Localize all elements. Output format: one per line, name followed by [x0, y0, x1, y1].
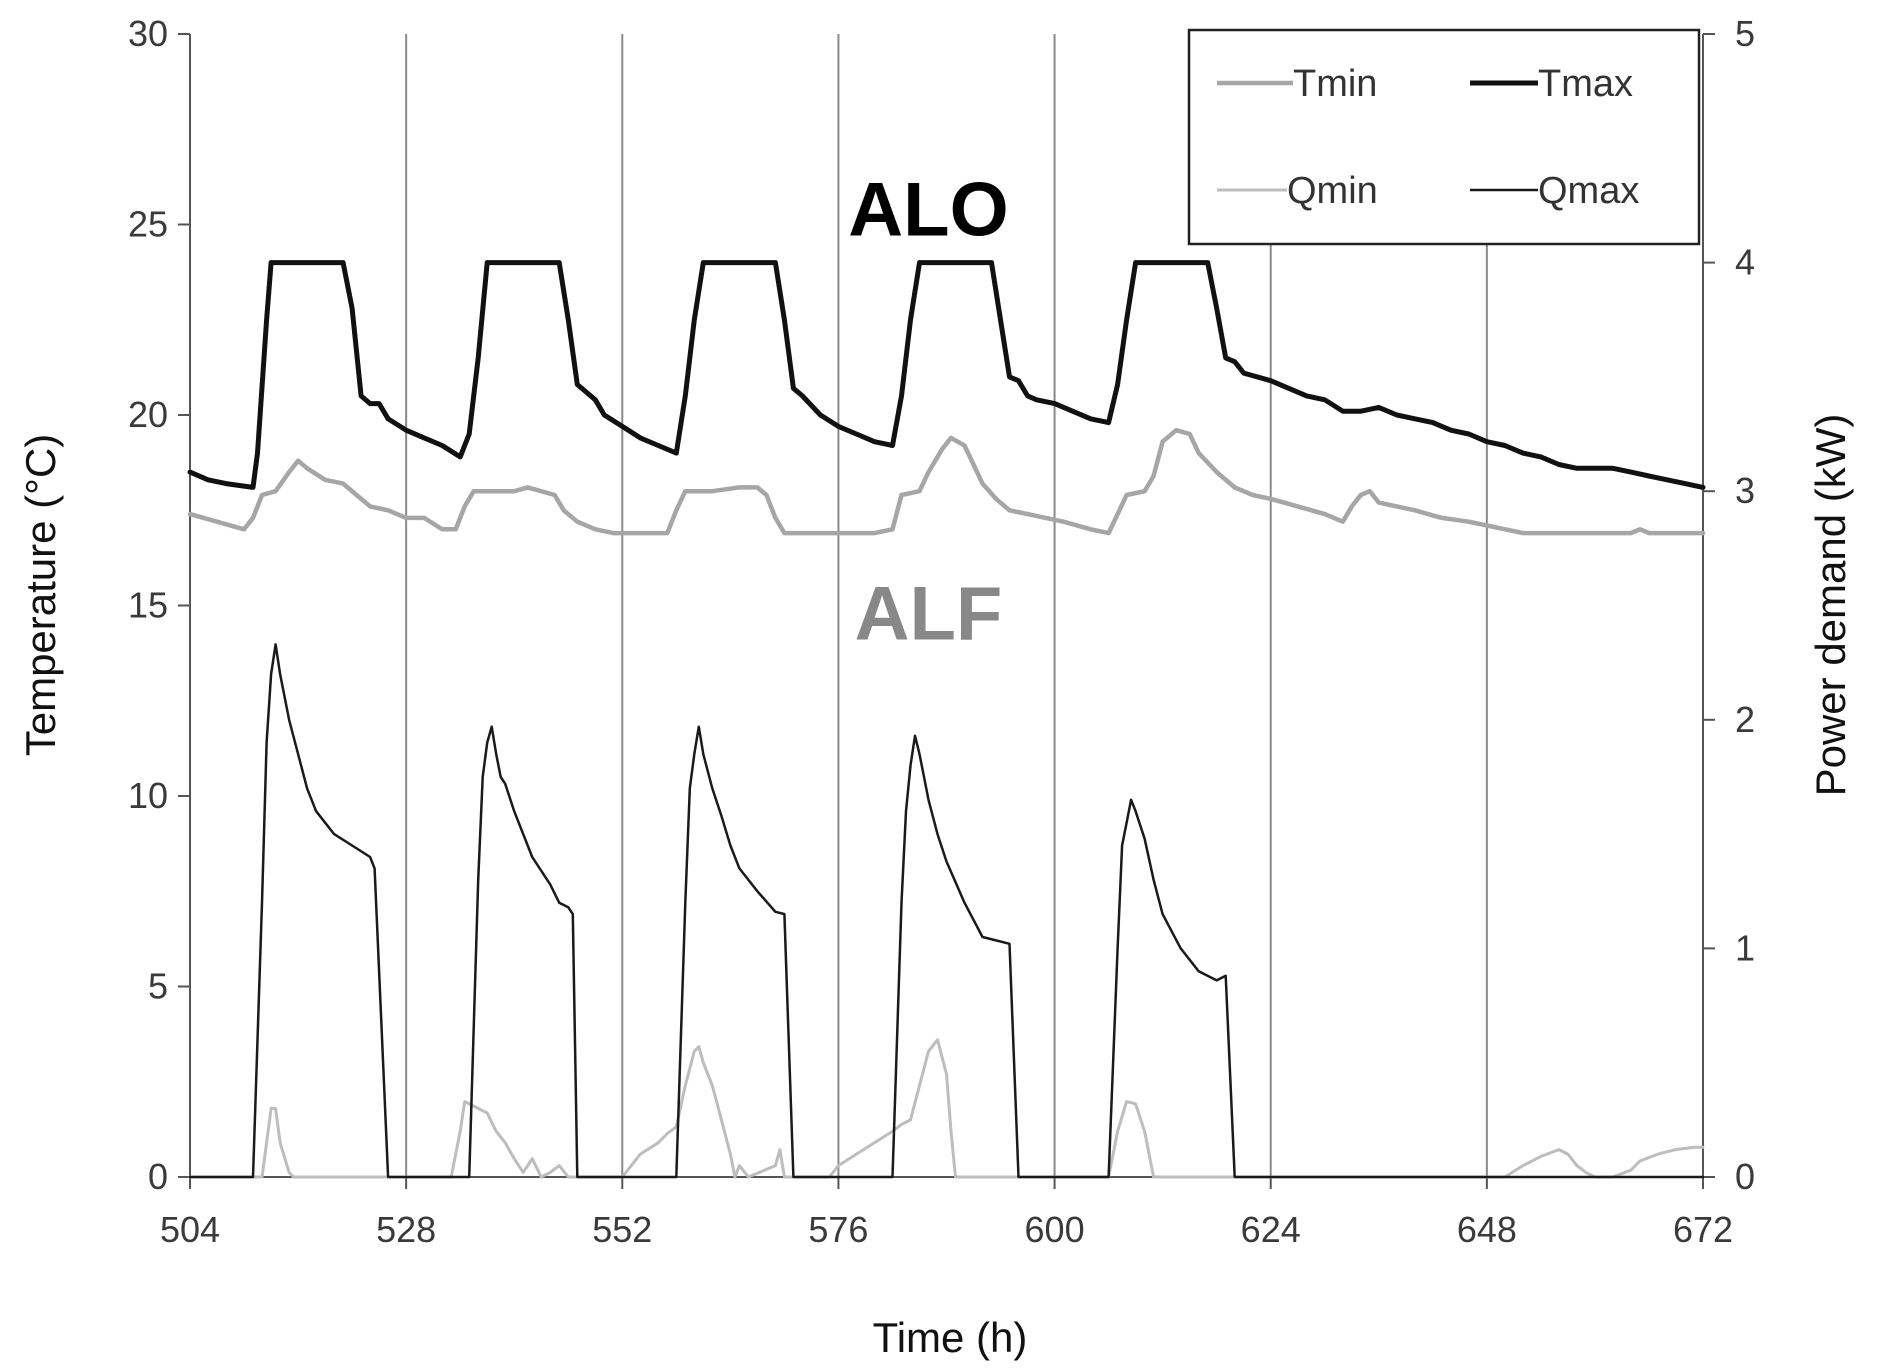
- x-tick-label-672: 672: [1673, 1209, 1733, 1250]
- y-tick-label-15: 15: [128, 585, 168, 626]
- y2-axis-title: Power demand (kW): [1807, 414, 1854, 797]
- x-tick-label-624: 624: [1241, 1209, 1301, 1250]
- legend-label-qmin: Qmin: [1287, 170, 1378, 212]
- y-tick-label-10: 10: [128, 775, 168, 816]
- y2-tick-label-3: 3: [1735, 470, 1755, 511]
- x-tick-label-648: 648: [1457, 1209, 1517, 1250]
- y-tick-label-30: 30: [128, 13, 168, 54]
- y-tick-label-0: 0: [148, 1156, 168, 1197]
- y-tick-label-5: 5: [148, 966, 168, 1007]
- y2-tick-label-1: 1: [1735, 927, 1755, 968]
- y-tick-label-20: 20: [128, 394, 168, 435]
- x-tick-label-576: 576: [808, 1209, 868, 1250]
- annotation-alf: ALF: [855, 571, 1003, 656]
- y-axis-title: Temperature (°C): [17, 434, 64, 757]
- legend-label-tmin: Tmin: [1293, 63, 1377, 105]
- annotation-alo: ALO: [848, 167, 1008, 252]
- series-line-qmax: [188, 643, 1705, 1179]
- x-tick-label-528: 528: [376, 1209, 436, 1250]
- y2-tick-label-0: 0: [1735, 1156, 1755, 1197]
- legend-label-qmax: Qmax: [1538, 170, 1639, 212]
- y2-tick-label-5: 5: [1735, 13, 1755, 54]
- legend: Tmin Tmax Qmin Qmax: [1187, 28, 1701, 246]
- series-line-tmax: [187, 260, 1706, 490]
- legend-label-tmax: Tmax: [1538, 63, 1633, 105]
- y-tick-label-25: 25: [128, 204, 168, 245]
- x-tick-label-504: 504: [160, 1209, 220, 1250]
- x-tick-label-600: 600: [1025, 1209, 1085, 1250]
- x-axis-title: Time (h): [873, 1314, 1028, 1361]
- y2-tick-label-4: 4: [1735, 242, 1755, 283]
- x-tick-label-552: 552: [592, 1209, 652, 1250]
- legend-box: [1187, 28, 1701, 246]
- series-layer: [187, 260, 1706, 1179]
- series-line-qmin: [188, 1038, 1705, 1179]
- series-line-tmin: [187, 427, 1706, 536]
- y2-tick-label-2: 2: [1735, 699, 1755, 740]
